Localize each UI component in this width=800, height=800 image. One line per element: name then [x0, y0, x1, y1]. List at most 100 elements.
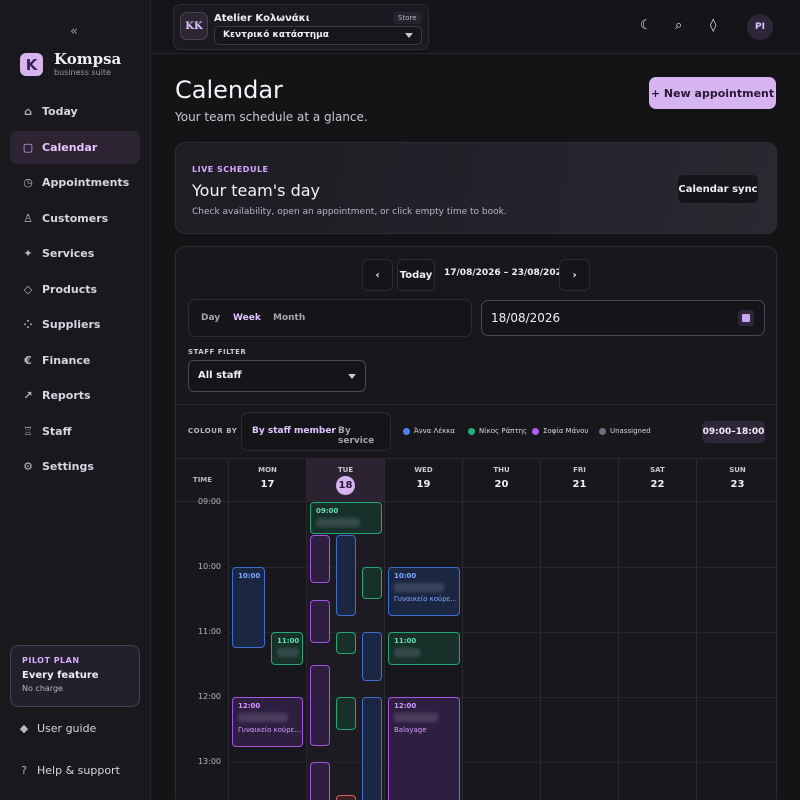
appointment-block[interactable]: [310, 600, 330, 643]
sidebar-item-calendar[interactable]: ▢ Calendar: [10, 130, 140, 164]
sidebar-item-label: Customers: [42, 211, 109, 225]
appointment-block[interactable]: [336, 697, 356, 730]
colour-by-service[interactable]: By service: [338, 426, 375, 446]
sidebar-item-label: Settings: [42, 460, 94, 473]
store-badge: Store: [393, 12, 422, 24]
day-header[interactable]: WED 19: [385, 459, 462, 502]
sidebar-item-services[interactable]: ✦ Services: [10, 237, 140, 270]
moon-icon[interactable]: ☾: [640, 18, 652, 33]
appointment-block[interactable]: [362, 632, 382, 681]
blurred-client-name: [394, 583, 444, 592]
appointment-time: 09:00: [316, 507, 339, 515]
time-label: 10:00: [197, 562, 221, 571]
appointment-block[interactable]: 11:00: [388, 632, 460, 665]
appointment-service: Γυναικείο κούρε...: [394, 595, 457, 603]
appointment-block[interactable]: [310, 535, 330, 583]
staff-filter-label: STAFF FILTER: [188, 348, 247, 356]
appointment-time: 10:00: [394, 572, 417, 580]
today-button[interactable]: Today: [397, 259, 435, 291]
appointment-block[interactable]: [336, 632, 356, 654]
time-label: 09:00: [197, 497, 221, 506]
pilot-plan-card[interactable]: PILOT PLAN Every feature No charge: [10, 645, 140, 707]
collapse-sidebar-icon[interactable]: «: [70, 24, 78, 39]
calendar-sync-button[interactable]: Calendar sync: [677, 174, 759, 204]
day-column-wed[interactable]: WED 19: [385, 459, 463, 800]
day-name: MON: [258, 466, 277, 474]
appointment-block[interactable]: 10:00 Γυναικείο κούρε...: [388, 567, 460, 616]
sidebar-item-settings[interactable]: ⚙ Settings: [10, 450, 140, 483]
live-schedule-card: LIVE SCHEDULE Your team's day Check avai…: [175, 142, 777, 234]
day-header[interactable]: SAT 22: [619, 459, 696, 502]
time-column: TIME 09:00 10:00 11:00 12:00 13:00: [176, 459, 229, 800]
day-header[interactable]: THU 20: [463, 459, 540, 502]
diamond-icon[interactable]: ◊: [710, 18, 717, 33]
blurred-client-name: [394, 648, 420, 657]
people-icon: ⁘: [23, 318, 33, 331]
day-header[interactable]: TUE 18: [307, 459, 384, 502]
sidebar-item-products[interactable]: ◇ Products: [10, 273, 140, 306]
appointment-block[interactable]: 12:00 Γυναικείο κούρε...: [232, 697, 303, 747]
view-day[interactable]: Day: [201, 313, 221, 323]
appointment-block[interactable]: [310, 665, 330, 746]
view-month[interactable]: Month: [273, 313, 306, 323]
calendar-icon: ▢: [22, 140, 34, 154]
day-column-thu[interactable]: THU 20: [463, 459, 541, 800]
clock-icon: ◷: [23, 176, 33, 189]
appointment-block[interactable]: [362, 697, 382, 800]
appointment-block[interactable]: [362, 567, 382, 599]
day-column-sun[interactable]: SUN 23: [697, 459, 776, 800]
appointment-block[interactable]: [336, 535, 356, 616]
legend-label: Άννα Λέκκα: [414, 427, 455, 435]
day-column-fri[interactable]: FRI 21: [541, 459, 619, 800]
user-guide-link[interactable]: ◆ User guide: [19, 722, 97, 735]
appointment-time: 12:00: [238, 702, 261, 710]
sparkle-icon: ✦: [23, 247, 33, 260]
colour-by-toggle: By staff member By service: [241, 412, 391, 451]
calendar-picker-icon[interactable]: [738, 310, 754, 326]
appointment-block[interactable]: 12:00 Balayage: [388, 697, 460, 800]
date-input-value: 18/08/2026: [491, 311, 561, 325]
store-switcher[interactable]: KK Atelier Κολωνάκι Store Κεντρικό κατάσ…: [173, 4, 429, 50]
help-support-link[interactable]: ? Help & support: [19, 764, 120, 777]
appointment-block[interactable]: [336, 795, 356, 800]
prev-week-button[interactable]: ‹: [362, 259, 393, 291]
sidebar-item-appointments[interactable]: ◷ Appointments: [10, 166, 140, 199]
staff-filter-select[interactable]: All staff: [188, 360, 366, 392]
sidebar-item-staff[interactable]: ♖ Staff: [10, 415, 140, 448]
new-appointment-button[interactable]: + New appointment: [649, 77, 776, 109]
avatar[interactable]: PI: [747, 14, 773, 40]
sidebar-item-finance[interactable]: € Finance: [10, 344, 140, 377]
legend-item: Νίκος Ράπτης: [468, 427, 527, 435]
day-number: 21: [572, 479, 587, 490]
home-icon: ⌂: [24, 105, 32, 118]
appointment-block[interactable]: 09:00: [310, 502, 382, 534]
appointment-block[interactable]: 11:00: [271, 632, 303, 665]
day-header[interactable]: MON 17: [229, 459, 306, 502]
day-column-sat[interactable]: SAT 22: [619, 459, 697, 800]
legend-item: Σοφία Μάνου: [532, 427, 588, 435]
location-select[interactable]: Κεντρικό κατάστημα: [214, 26, 422, 45]
day-column-mon[interactable]: MON 17: [229, 459, 307, 800]
day-header[interactable]: SUN 23: [697, 459, 776, 502]
day-name: SUN: [729, 466, 746, 474]
pilot-plan-feature: Every feature: [22, 670, 99, 681]
sidebar-item-suppliers[interactable]: ⁘ Suppliers: [10, 308, 140, 341]
legend-dot: [532, 427, 539, 435]
sidebar-item-today[interactable]: ⌂ Today: [10, 95, 140, 128]
appointment-time: 11:00: [277, 637, 300, 645]
appointment-block[interactable]: [310, 762, 330, 800]
sidebar-item-customers[interactable]: ♙ Customers: [10, 202, 140, 235]
appointment-service: Γυναικείο κούρε...: [238, 726, 301, 734]
day-header[interactable]: FRI 21: [541, 459, 618, 502]
trend-icon: ↗: [23, 389, 33, 402]
sidebar-item-reports[interactable]: ↗ Reports: [10, 379, 140, 412]
search-icon[interactable]: ⌕: [675, 18, 683, 33]
appointment-block[interactable]: 10:00: [232, 567, 265, 648]
date-input[interactable]: 18/08/2026: [481, 300, 765, 336]
view-switcher: Day Week Month: [188, 299, 472, 337]
appointment-time: 12:00: [394, 702, 417, 710]
view-week[interactable]: Week: [233, 313, 261, 323]
next-week-button[interactable]: ›: [559, 259, 590, 291]
sidebar-item-label: Today: [42, 105, 78, 118]
colour-by-staff[interactable]: By staff member: [252, 426, 336, 436]
